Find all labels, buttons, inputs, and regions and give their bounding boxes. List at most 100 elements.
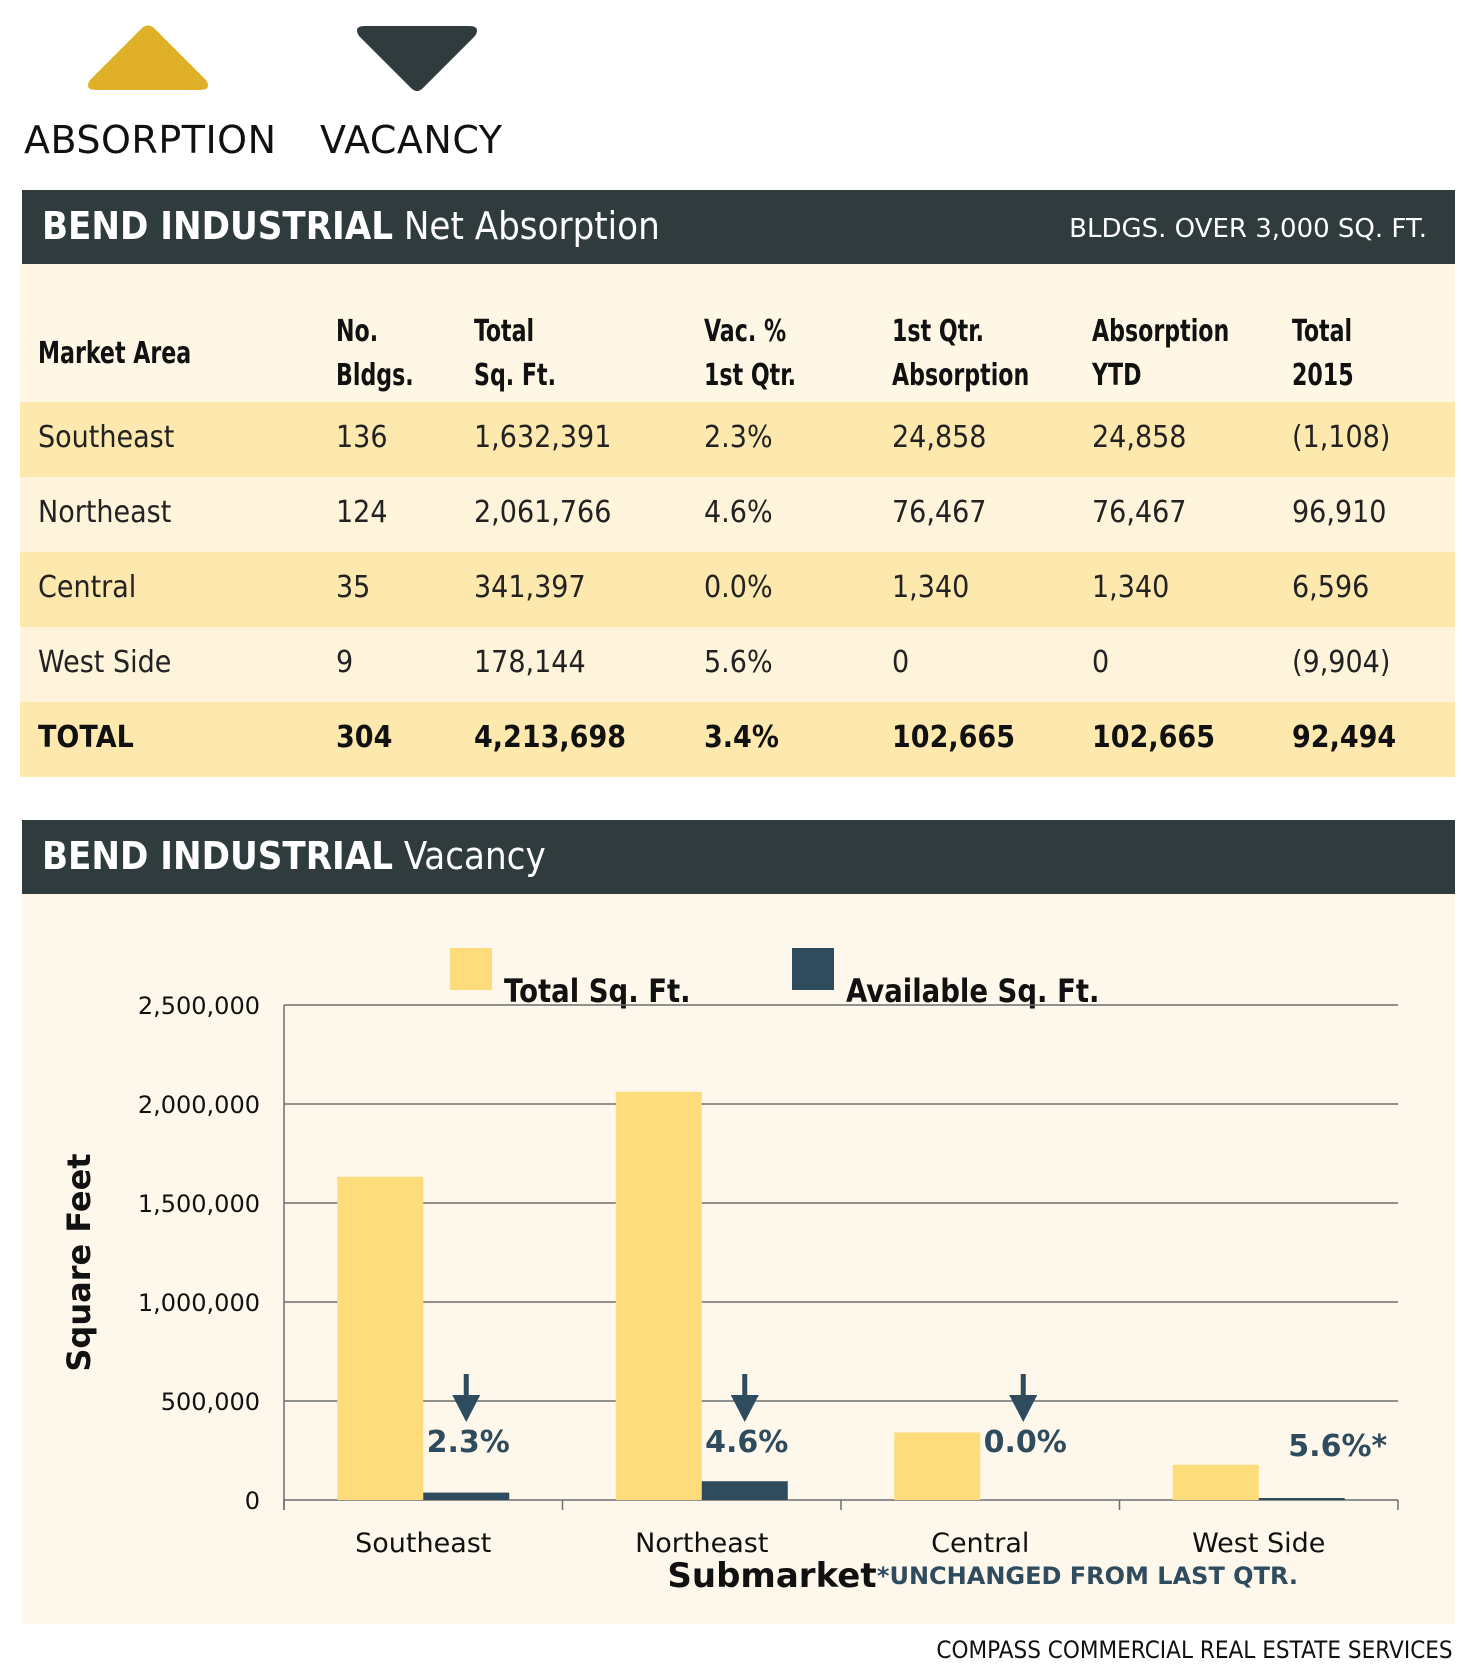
cell-total-sqft: 178,144 — [474, 645, 586, 680]
header-line2: 2015 — [1292, 358, 1354, 393]
vacancy-section-header: BEND INDUSTRIAL Vacancy — [22, 820, 1455, 894]
cell-total-sqft: 341,397 — [474, 570, 586, 605]
vacancy-section-title: BEND INDUSTRIAL Vacancy — [42, 834, 546, 878]
header-vac-pct: Vac. % 1st Qtr. — [704, 310, 796, 398]
arrow-head-icon-southeast — [452, 1395, 481, 1422]
arrow-head-icon-central — [1009, 1395, 1038, 1422]
bar-available-west-side — [1258, 1498, 1345, 1500]
cell-total-2015: 96,910 — [1292, 495, 1387, 530]
cell-total-2015: 92,494 — [1292, 720, 1397, 755]
cell-total-sqft: 1,632,391 — [474, 420, 612, 455]
cell-total-2015: 6,596 — [1292, 570, 1370, 605]
absorption-section-header: BEND INDUSTRIAL Net Absorption BLDGS. OV… — [22, 190, 1455, 264]
vacancy-pct-label-west-side: 5.6%* — [1288, 1429, 1387, 1464]
cell-no-bldgs: 35 — [336, 570, 371, 605]
y-tick-label: 1,500,000 — [138, 1190, 260, 1218]
table-row: Northeast 124 2,061,766 4.6% 76,467 76,467 96,… — [20, 477, 1455, 552]
header-line1: Total — [1292, 314, 1353, 349]
cell-1st-qtr-absorption: 102,665 — [892, 720, 1015, 755]
triangle-up-icon — [88, 25, 208, 90]
cell-no-bldgs: 124 — [336, 495, 388, 530]
source-credit: COMPASS COMMERCIAL REAL ESTATE SERVICES — [936, 1636, 1453, 1664]
vacancy-pct-label-southeast: 2.3% — [427, 1425, 510, 1460]
cell-absorption-ytd: 1,340 — [1092, 570, 1170, 605]
header-no-bldgs: No. Bldgs. — [336, 310, 414, 398]
cell-absorption-ytd: 24,858 — [1092, 420, 1187, 455]
legend-swatch-available — [792, 948, 834, 990]
vacancy-label: VACANCY — [320, 118, 503, 162]
x-tick-label: Southeast — [355, 1528, 491, 1559]
header-absorption-ytd: Absorption YTD — [1092, 310, 1229, 398]
cell-vac-pct: 3.4% — [704, 720, 779, 755]
cell-1st-qtr-absorption: 0 — [892, 645, 910, 680]
y-tick-label: 0 — [245, 1487, 260, 1515]
vacancy-pct-label-northeast: 4.6% — [705, 1425, 788, 1460]
cell-total-2015: (9,904) — [1292, 645, 1391, 680]
header-line1: Absorption — [1092, 314, 1230, 349]
cell-absorption-ytd: 76,467 — [1092, 495, 1187, 530]
x-axis-title: Submarket — [667, 1556, 876, 1596]
header-market-area: Market Area — [38, 336, 192, 371]
x-tick-label: Central — [931, 1528, 1029, 1559]
bar-total-northeast — [615, 1091, 702, 1500]
header-line1: Vac. % — [704, 314, 787, 349]
x-tick-label: Northeast — [635, 1528, 768, 1559]
cell-no-bldgs: 9 — [336, 645, 354, 680]
vacancy-bar-chart: Total Sq. Ft. Available Sq. Ft.0500,0001,… — [60, 948, 1399, 1596]
bar-total-central — [894, 1432, 981, 1500]
cell-absorption-ytd: 102,665 — [1092, 720, 1215, 755]
cell-market-area: Northeast — [38, 495, 172, 530]
bar-available-northeast — [701, 1481, 788, 1500]
absorption-section-subtitle: BLDGS. OVER 3,000 SQ. FT. — [1069, 214, 1427, 244]
header-line2: Sq. Ft. — [474, 358, 557, 393]
arrow-head-icon-northeast — [730, 1395, 759, 1422]
cell-market-area: Central — [38, 570, 137, 605]
cell-market-area: TOTAL — [38, 720, 134, 755]
absorption-section-title: BEND INDUSTRIAL Net Absorption — [42, 204, 660, 248]
cell-market-area: West Side — [38, 645, 172, 680]
top-legend: ABSORPTION VACANCY — [0, 0, 600, 180]
absorption-label: ABSORPTION — [24, 118, 277, 162]
y-tick-label: 2,000,000 — [138, 1091, 260, 1119]
table-row: Southeast 136 1,632,391 2.3% 24,858 24,858 (1,… — [20, 402, 1455, 477]
cell-total-sqft: 2,061,766 — [474, 495, 612, 530]
cell-1st-qtr-absorption: 76,467 — [892, 495, 987, 530]
y-tick-label: 500,000 — [161, 1388, 260, 1416]
header-line2: YTD — [1092, 358, 1142, 393]
header-line2: 1st Qtr. — [704, 358, 797, 393]
cell-vac-pct: 0.0% — [704, 570, 773, 605]
cell-no-bldgs: 304 — [336, 720, 393, 755]
table-total-row: TOTAL 304 4,213,698 3.4% 102,665 102,665 92,49… — [20, 702, 1455, 777]
vacancy-pct-label-central: 0.0% — [984, 1425, 1067, 1460]
header-line1: Total — [474, 314, 535, 349]
header-1st-qtr-absorption: 1st Qtr. Absorption — [892, 310, 1029, 398]
cell-1st-qtr-absorption: 1,340 — [892, 570, 970, 605]
x-tick-label: West Side — [1192, 1528, 1325, 1559]
footnote: *UNCHANGED FROM LAST QTR. — [877, 1562, 1298, 1590]
y-tick-label: 1,000,000 — [138, 1289, 260, 1317]
cell-vac-pct: 2.3% — [704, 420, 773, 455]
cell-vac-pct: 5.6% — [704, 645, 773, 680]
vacancy-chart-panel: Total Sq. Ft. Available Sq. Ft. 0 500,000 1,… — [22, 894, 1455, 1624]
header-total-2015: Total 2015 — [1292, 310, 1354, 398]
net-absorption-table: Market Area No. Bldgs. Total Sq. Ft. Vac… — [20, 264, 1455, 777]
cell-vac-pct: 4.6% — [704, 495, 773, 530]
absorption-title-rest: Net Absorption — [403, 204, 660, 248]
cell-1st-qtr-absorption: 24,858 — [892, 420, 987, 455]
cell-total-sqft: 4,213,698 — [474, 720, 627, 755]
header-line1: 1st Qtr. — [892, 314, 985, 349]
header-total-sqft: Total Sq. Ft. — [474, 310, 556, 398]
legend-swatch-total — [450, 948, 492, 990]
y-tick-label: 2,500,000 — [138, 992, 260, 1020]
bar-total-west-side — [1172, 1464, 1259, 1500]
cell-no-bldgs: 136 — [336, 420, 388, 455]
absorption-title-bold: BEND INDUSTRIAL — [42, 204, 393, 248]
vacancy-title-bold: BEND INDUSTRIAL — [42, 834, 393, 878]
table-row: Central 35 341,397 0.0% 1,340 1,340 6,596 — [20, 552, 1455, 627]
header-line2: Bldgs. — [336, 358, 414, 393]
bar-available-southeast — [423, 1492, 510, 1500]
table-row: West Side 9 178,144 5.6% 0 0 (9,904) — [20, 627, 1455, 702]
vacancy-title-rest: Vacancy — [403, 834, 546, 878]
cell-total-2015: (1,108) — [1292, 420, 1391, 455]
cell-absorption-ytd: 0 — [1092, 645, 1110, 680]
